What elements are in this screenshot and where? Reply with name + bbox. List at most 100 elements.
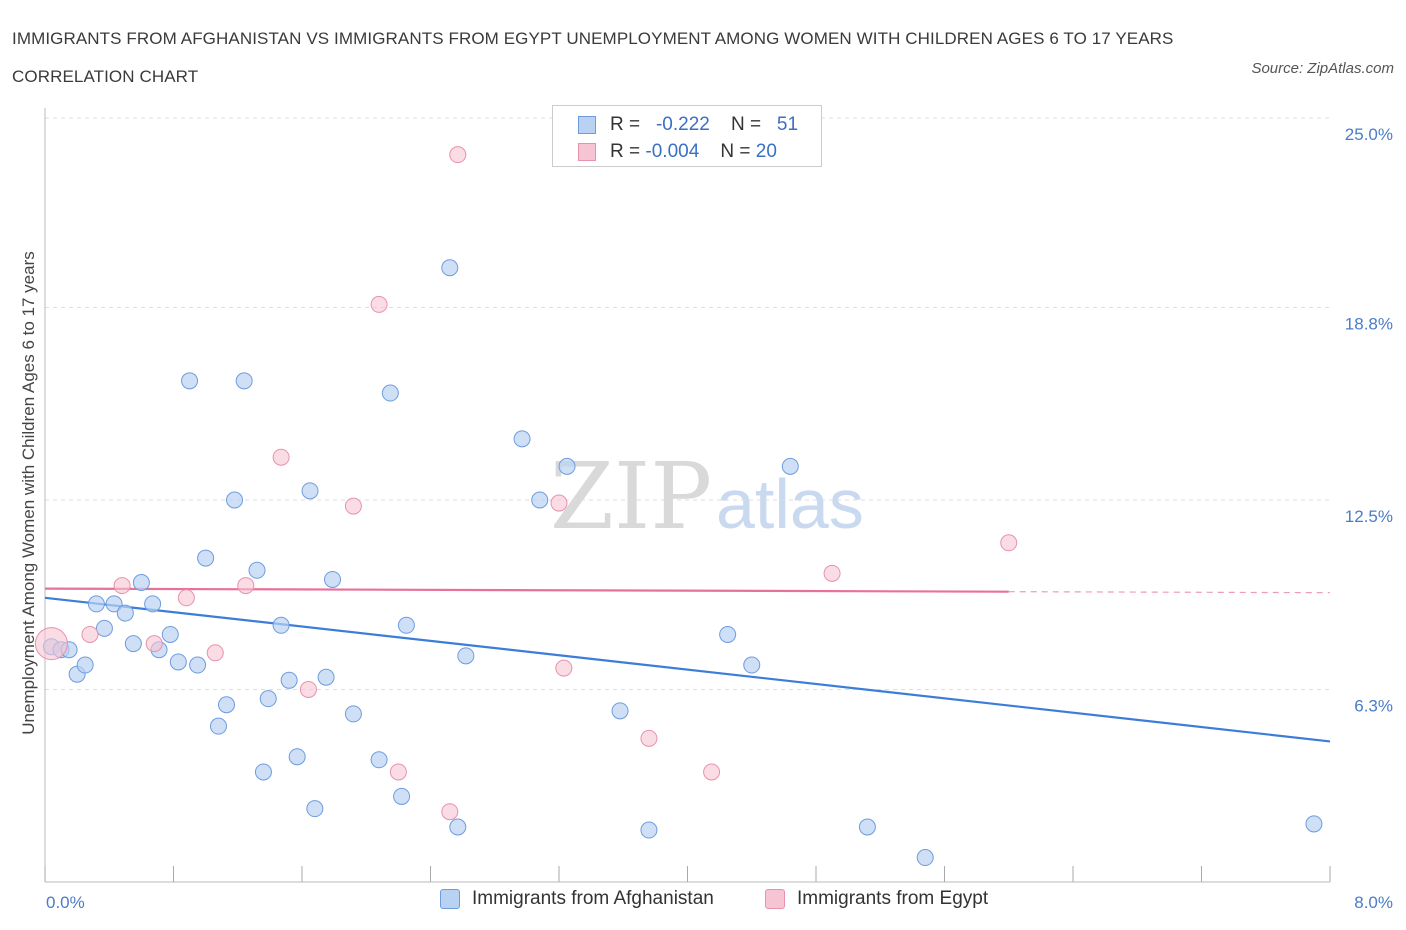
point-afghanistan-33 (370, 751, 388, 769)
point-afghanistan-8 (116, 604, 134, 622)
watermark-atlas: atlas (716, 465, 864, 543)
series-legend-egypt: Immigrants from Egypt (765, 888, 988, 910)
legend-swatch-afghanistan (578, 116, 596, 134)
trendline-egypt-extension (1008, 591, 1331, 594)
point-afghanistan-4 (76, 656, 94, 674)
point-afghanistan-35 (393, 787, 411, 805)
point-afghanistan-27 (288, 748, 306, 766)
legend-n-label: N = (730, 114, 762, 135)
point-afghanistan-6 (95, 619, 113, 637)
point-egypt-19 (1000, 534, 1018, 552)
point-afghanistan-24 (259, 690, 277, 708)
point-afghanistan-44 (640, 821, 658, 839)
point-afghanistan-5 (87, 595, 105, 613)
watermark: ZIP atlas (550, 443, 864, 550)
point-afghanistan-26 (280, 671, 298, 689)
point-afghanistan-34 (381, 384, 399, 402)
point-afghanistan-49 (916, 849, 934, 867)
egypt-points (34, 146, 1018, 821)
y-tick-label-0: 6.3% (1354, 696, 1393, 715)
point-afghanistan-10 (132, 574, 150, 592)
trendline-egypt (44, 587, 1009, 593)
point-afghanistan-19 (218, 696, 236, 714)
point-egypt-17 (703, 763, 721, 781)
point-afghanistan-48 (858, 818, 876, 836)
point-afghanistan-39 (457, 647, 475, 665)
point-afghanistan-30 (317, 668, 335, 686)
point-afghanistan-7 (105, 595, 123, 613)
point-egypt-14 (550, 494, 568, 512)
series-swatch-egypt (765, 889, 785, 909)
point-afghanistan-11 (144, 595, 162, 613)
point-afghanistan-9 (124, 635, 142, 653)
point-afghanistan-17 (197, 549, 215, 567)
point-egypt-1 (81, 625, 99, 643)
point-egypt-11 (389, 763, 407, 781)
series-legend: Immigrants from Afghanistan Immigrants f… (0, 888, 1406, 916)
point-afghanistan-18 (209, 717, 227, 735)
point-egypt-9 (344, 497, 362, 515)
tick-labels: 6.3% 12.5% 18.8% 25.0% 0.0% 8.0% (46, 125, 1393, 912)
point-egypt-3 (145, 635, 163, 653)
series-label-afghanistan: Immigrants from Afghanistan (472, 888, 714, 909)
point-afghanistan-25 (272, 616, 290, 634)
source-label: Source: ZipAtlas.com (1251, 60, 1394, 77)
point-afghanistan-43 (611, 702, 629, 720)
legend-r-label: R = (610, 141, 641, 162)
point-afghanistan-28 (301, 482, 319, 500)
grid (45, 117, 1330, 690)
watermark-zip: ZIP (550, 443, 712, 550)
point-egypt-10 (370, 295, 388, 313)
point-egypt-8 (299, 680, 317, 698)
point-egypt-7 (272, 448, 290, 466)
point-afghanistan-50 (1305, 815, 1323, 833)
chart-title: IMMIGRANTS FROM AFGHANISTAN VS IMMIGRANT… (12, 29, 1174, 86)
x-tick-label-1: 8.0% (1354, 893, 1393, 912)
point-afghanistan-45 (719, 625, 737, 643)
point-afghanistan-21 (235, 372, 253, 390)
point-afghanistan-13 (161, 625, 179, 643)
legend-n-value: 51 (776, 114, 799, 135)
point-egypt-2 (113, 577, 131, 595)
y-tick-label-1: 12.5% (1345, 507, 1393, 526)
trendline-afghanistan (44, 596, 1331, 743)
correlation-legend: R = -0.222 N = 51 R = -0.004 N = 20 (552, 105, 822, 167)
legend-row-afghanistan: R = -0.222 N = 51 (578, 112, 798, 138)
point-egypt-12 (441, 803, 459, 821)
point-egypt-4 (177, 589, 195, 607)
point-afghanistan-47 (781, 457, 799, 475)
y-tick-label-3: 25.0% (1345, 125, 1393, 144)
series-legend-afghanistan: Immigrants from Afghanistan (440, 888, 714, 910)
legend-r-label: R = (610, 114, 641, 135)
y-tick-label-2: 18.8% (1345, 314, 1393, 333)
point-afghanistan-14 (169, 653, 187, 671)
point-afghanistan-46 (743, 656, 761, 674)
legend-r-value: -0.004 (645, 141, 700, 162)
afghanistan-points (42, 259, 1323, 867)
point-afghanistan-15 (181, 372, 199, 390)
series-swatch-afghanistan (440, 889, 460, 909)
legend-n-value: 20 (755, 141, 777, 162)
point-afghanistan-32 (344, 705, 362, 723)
point-afghanistan-16 (189, 656, 207, 674)
point-afghanistan-29 (306, 800, 324, 818)
series-label-egypt: Immigrants from Egypt (797, 888, 989, 909)
point-afghanistan-37 (441, 259, 459, 277)
point-egypt-0 (34, 627, 68, 661)
point-afghanistan-22 (248, 561, 266, 579)
point-egypt-16 (640, 729, 658, 747)
point-afghanistan-41 (531, 491, 549, 509)
legend-row-egypt: R = -0.004 N = 20 (578, 139, 777, 165)
point-afghanistan-40 (513, 430, 531, 448)
point-afghanistan-23 (254, 763, 272, 781)
axes (44, 108, 1331, 883)
legend-n-label: N = (720, 141, 751, 162)
point-afghanistan-36 (397, 616, 415, 634)
point-egypt-13 (449, 146, 467, 164)
point-egypt-5 (206, 644, 224, 662)
point-egypt-18 (823, 564, 841, 582)
point-egypt-6 (237, 577, 255, 595)
point-afghanistan-20 (226, 491, 244, 509)
point-egypt-15 (555, 659, 573, 677)
